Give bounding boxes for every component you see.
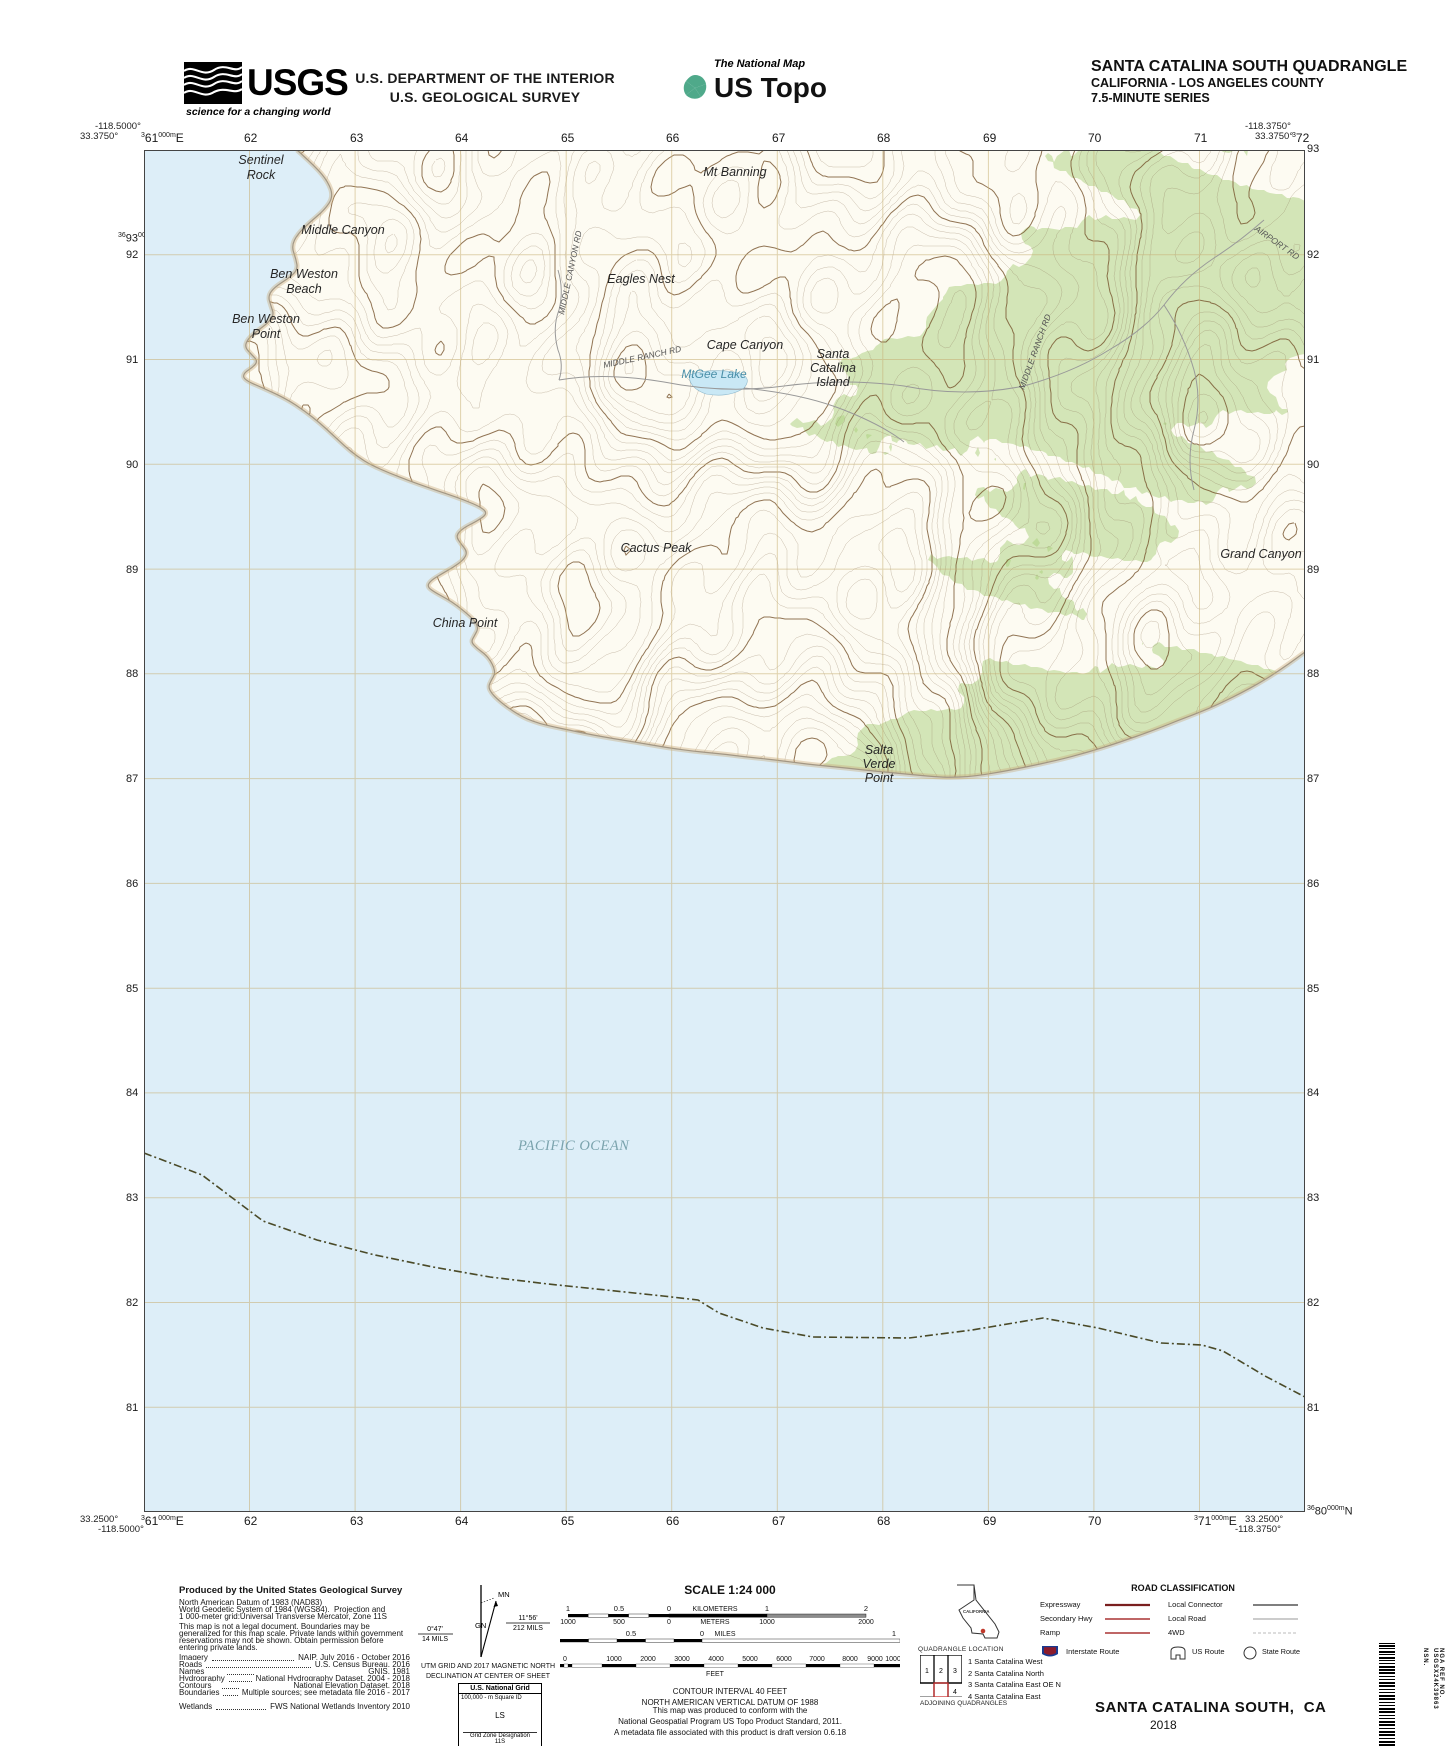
svg-text:4: 4	[953, 1689, 957, 1696]
svg-text:0: 0	[700, 1629, 704, 1638]
svg-text:212 MILS: 212 MILS	[513, 1625, 543, 1632]
svg-text:5000: 5000	[742, 1656, 758, 1663]
svg-text:3: 3	[953, 1668, 957, 1675]
svg-text:Santa: Santa	[817, 347, 850, 361]
svg-text:500: 500	[613, 1619, 625, 1626]
svg-text:GN: GN	[475, 1621, 486, 1630]
svg-text:1: 1	[892, 1629, 896, 1638]
svg-text:1000: 1000	[560, 1619, 576, 1626]
svg-text:Catalina: Catalina	[810, 361, 856, 375]
svg-text:0.5: 0.5	[626, 1629, 636, 1638]
svg-text:Verde: Verde	[863, 757, 896, 771]
svg-text:2000: 2000	[640, 1656, 656, 1663]
svg-text:0°47': 0°47'	[427, 1625, 443, 1633]
svg-text:Cactus Peak: Cactus Peak	[621, 541, 693, 555]
svg-text:1: 1	[925, 1668, 929, 1675]
svg-text:1: 1	[566, 1605, 570, 1613]
svg-text:0: 0	[563, 1656, 567, 1663]
svg-text:KILOMETERS: KILOMETERS	[692, 1606, 737, 1613]
svg-text:2000: 2000	[858, 1619, 874, 1626]
svg-text:0.5: 0.5	[614, 1605, 624, 1613]
svg-text:MILES: MILES	[714, 1631, 735, 1638]
svg-text:2: 2	[864, 1605, 868, 1613]
svg-text:Eagles Nest: Eagles Nest	[607, 272, 675, 286]
svg-text:0: 0	[667, 1605, 671, 1613]
svg-text:FEET: FEET	[706, 1671, 725, 1678]
svg-text:Ben Weston: Ben Weston	[232, 312, 300, 326]
svg-text:1: 1	[765, 1605, 769, 1613]
svg-text:8000: 8000	[842, 1656, 858, 1663]
svg-text:9000: 9000	[867, 1656, 883, 1663]
svg-text:7000: 7000	[809, 1656, 825, 1663]
svg-text:METERS: METERS	[700, 1619, 730, 1626]
svg-text:Grand Canyon: Grand Canyon	[1220, 547, 1301, 561]
svg-text:Ben Weston: Ben Weston	[270, 267, 338, 281]
svg-text:4000: 4000	[708, 1656, 724, 1663]
svg-text:Mt Banning: Mt Banning	[703, 165, 766, 179]
svg-text:10000: 10000	[885, 1656, 900, 1663]
svg-text:Point: Point	[252, 327, 281, 341]
svg-text:Middle Canyon: Middle Canyon	[301, 223, 384, 237]
svg-text:China Point: China Point	[433, 616, 498, 630]
svg-text:CALIFORNIA: CALIFORNIA	[963, 1609, 990, 1614]
svg-text:11°56': 11°56'	[518, 1614, 537, 1622]
svg-text:MtGee Lake: MtGee Lake	[681, 367, 747, 381]
svg-text:0: 0	[667, 1619, 671, 1626]
svg-text:14 MILS: 14 MILS	[422, 1636, 448, 1643]
svg-text:Beach: Beach	[286, 282, 321, 296]
svg-text:MN: MN	[498, 1590, 510, 1599]
svg-text:Salta: Salta	[865, 743, 894, 757]
svg-text:Point: Point	[865, 771, 894, 785]
svg-text:6000: 6000	[776, 1656, 792, 1663]
svg-text:3000: 3000	[674, 1656, 690, 1663]
svg-text:Cape Canyon: Cape Canyon	[707, 338, 783, 352]
svg-text:Sentinel: Sentinel	[238, 153, 284, 167]
svg-text:1000: 1000	[606, 1656, 622, 1663]
svg-text:1000: 1000	[759, 1619, 775, 1626]
svg-text:Rock: Rock	[247, 168, 276, 182]
svg-text:Island: Island	[816, 375, 850, 389]
svg-text:2: 2	[939, 1668, 943, 1675]
